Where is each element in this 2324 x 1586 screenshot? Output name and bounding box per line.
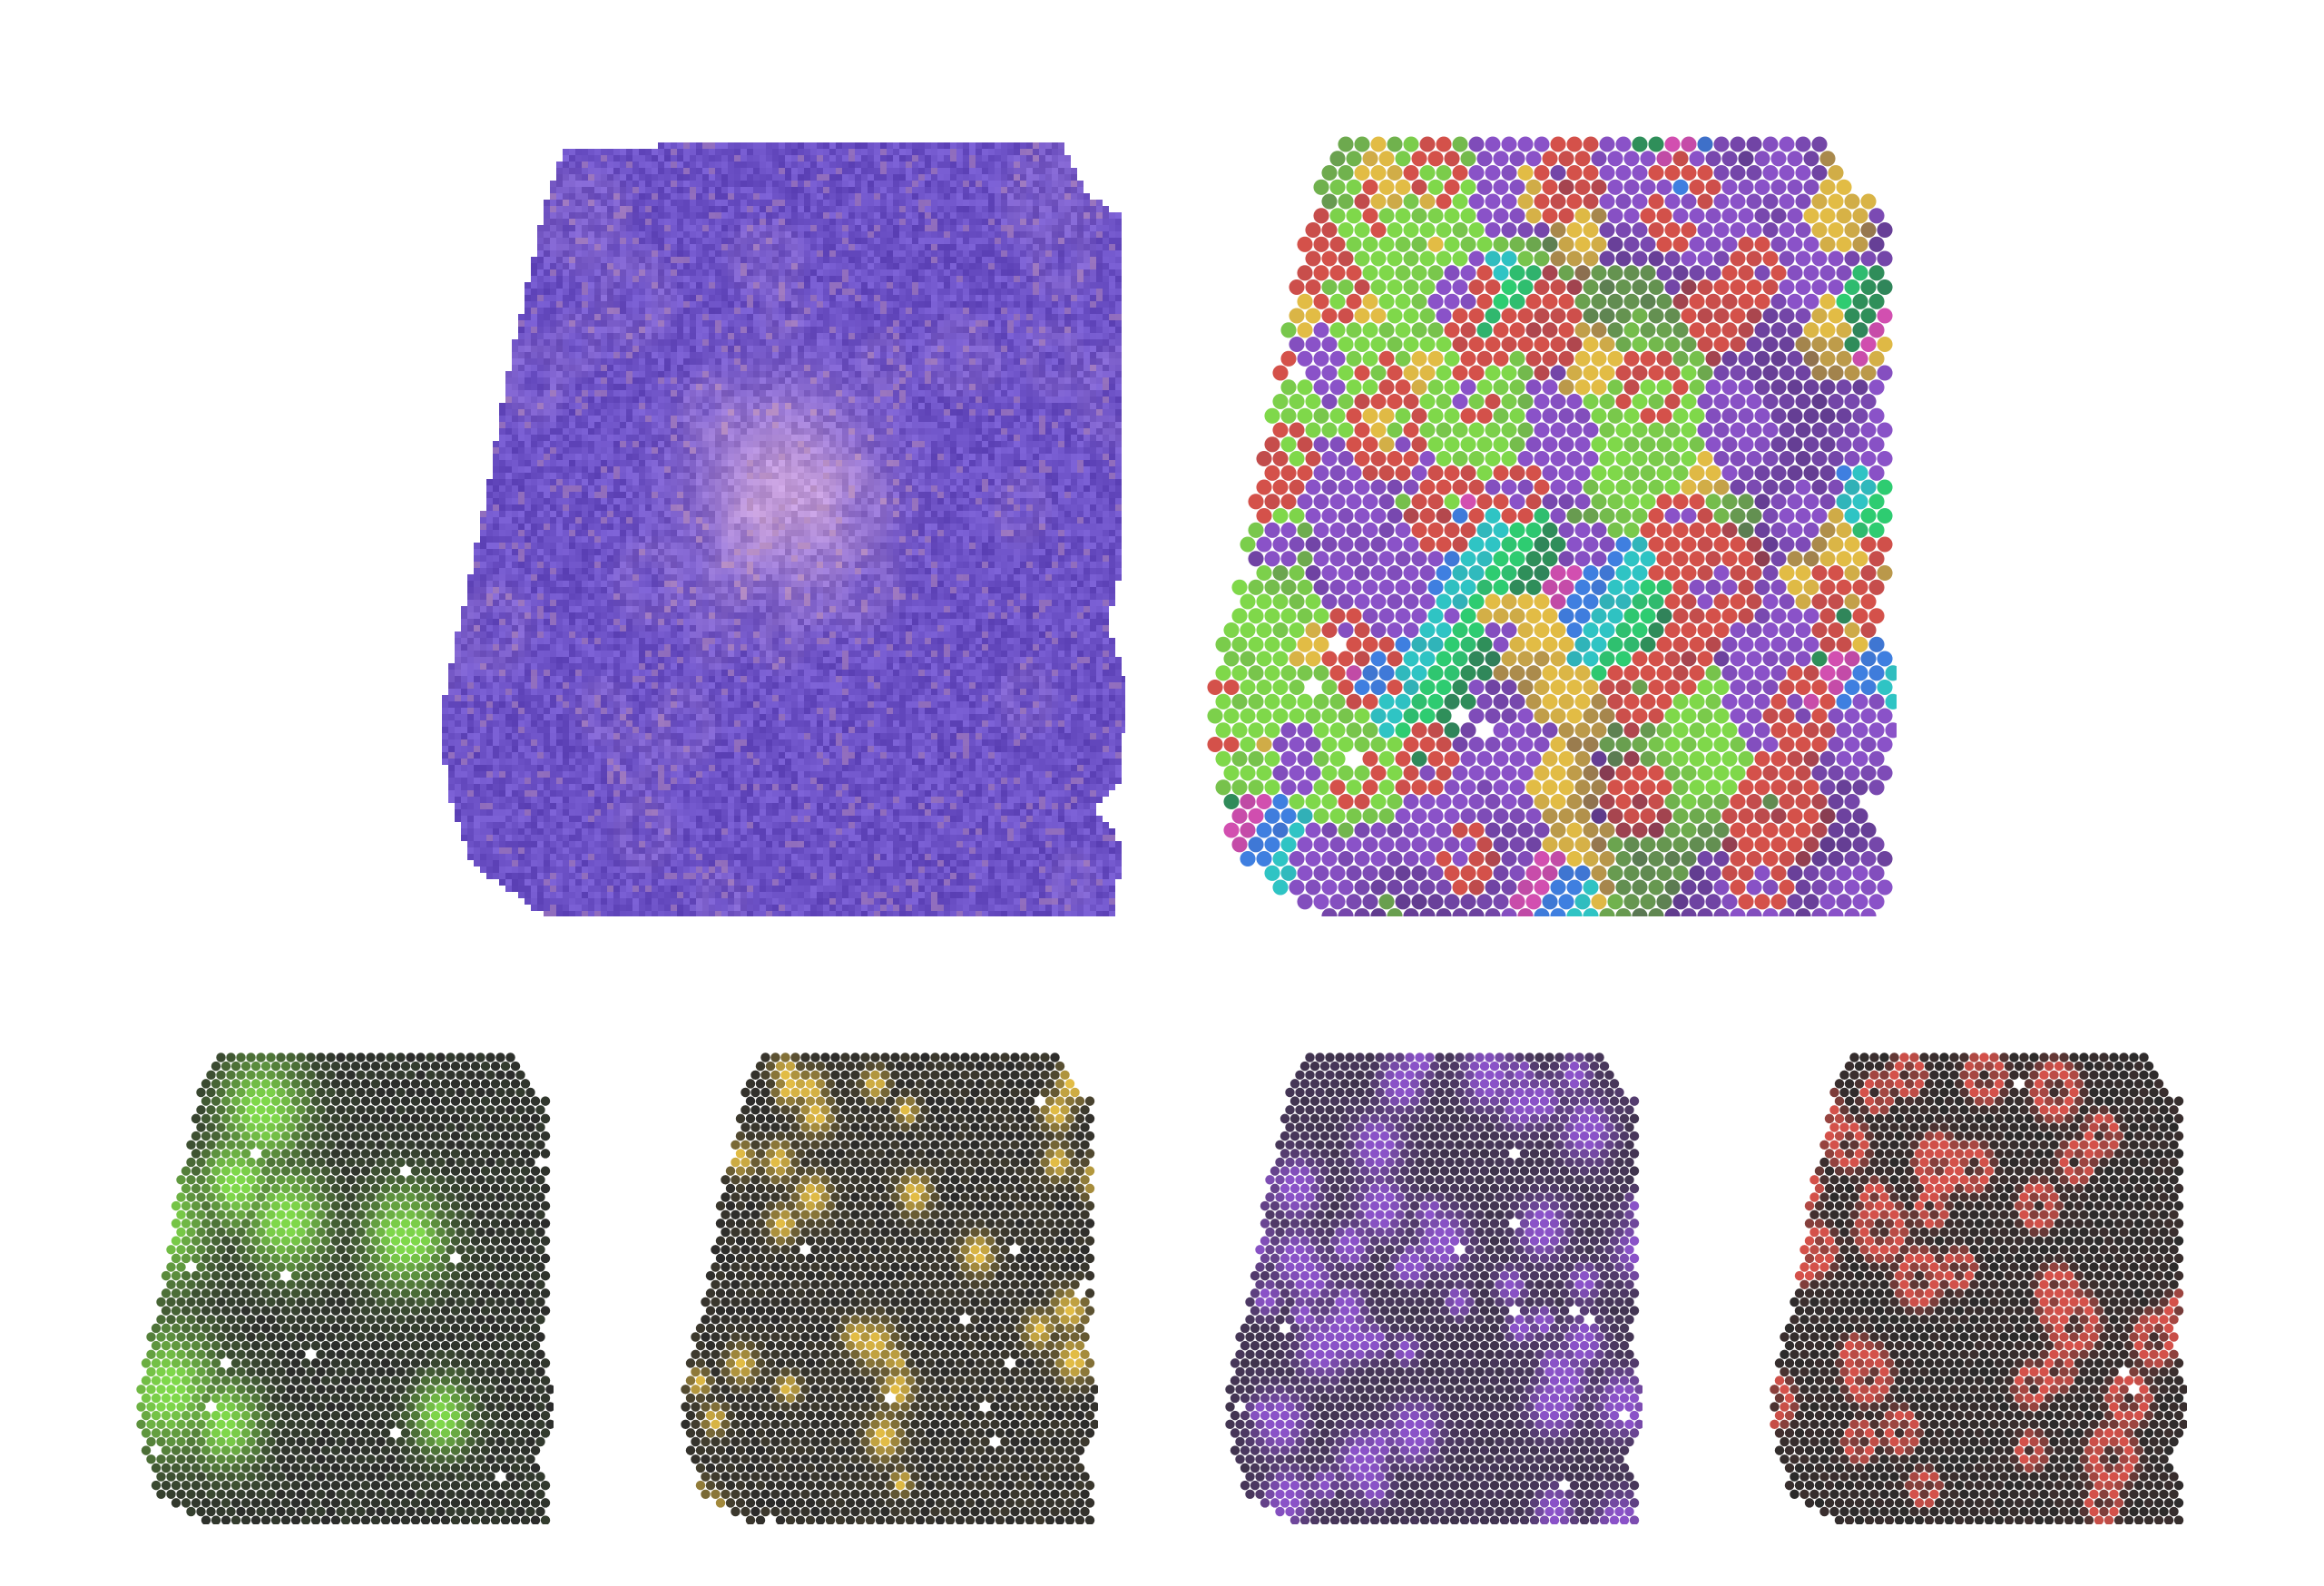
spot-grid: [1225, 1052, 1642, 1524]
spot-grid: [681, 1052, 1098, 1524]
green-channel-spot-map: [136, 1052, 554, 1524]
purple-channel-spot-map: [1225, 1052, 1642, 1524]
yellow-channel-spot-map: [681, 1052, 1098, 1524]
spot-grid: [136, 1052, 554, 1524]
spot-grid: [1770, 1052, 2187, 1524]
tissue-texture: [442, 142, 1125, 916]
he-histology-image: [442, 142, 1125, 916]
composite-spot-map: [1207, 136, 1897, 916]
red-channel-spot-map: [1770, 1052, 2187, 1524]
spot-grid: [1207, 136, 1897, 916]
